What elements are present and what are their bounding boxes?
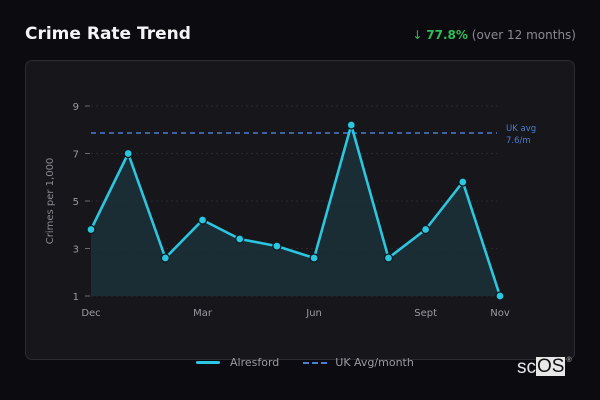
data-point[interactable] (309, 253, 319, 263)
data-point[interactable] (495, 291, 505, 301)
y-tick-label: 3 (73, 245, 79, 256)
x-tick-label: Sept (414, 308, 437, 319)
x-tick-label: Jun (305, 308, 322, 319)
data-point[interactable] (235, 234, 245, 244)
data-point[interactable] (420, 224, 431, 235)
uk-avg-annotation-line1: UK avg (506, 124, 536, 134)
x-tick-label: Nov (490, 308, 510, 319)
data-point[interactable] (197, 215, 208, 225)
registered-mark-icon: ® (566, 357, 572, 364)
scos-logo: sc OS ® (517, 356, 572, 378)
y-tick-label: 5 (73, 197, 79, 208)
series-line (89, 123, 502, 297)
legend-item-series[interactable]: Alresford (196, 356, 279, 369)
data-point[interactable] (86, 224, 96, 235)
down-arrow-icon: ↓ (412, 28, 423, 42)
data-point[interactable] (383, 253, 394, 263)
y-tick-label: 7 (73, 150, 79, 161)
solid-line-swatch-icon (196, 361, 220, 364)
legend-item-avg[interactable]: UK Avg/month (303, 356, 414, 369)
y-axis-label: Crimes per 1,000 (45, 158, 56, 245)
page-title: Crime Rate Trend (25, 24, 191, 44)
data-point[interactable] (458, 177, 468, 187)
data-point[interactable] (272, 241, 282, 251)
y-tick-label: 9 (73, 102, 79, 113)
change-value: 77.8% (426, 28, 468, 42)
data-point[interactable] (346, 120, 356, 130)
data-point[interactable] (123, 148, 133, 159)
series-area (91, 125, 500, 296)
dashed-line-swatch-icon (303, 361, 328, 364)
legend-label-series: Alresford (230, 356, 280, 369)
x-tick-label: Mar (193, 308, 213, 319)
data-point[interactable] (160, 253, 171, 263)
x-tick-label: Dec (81, 308, 100, 319)
legend-label-avg: UK Avg/month (335, 356, 414, 369)
change-indicator: ↓ 77.8% (over 12 months) (412, 28, 576, 42)
chart-legend: Alresford UK Avg/month (196, 356, 438, 369)
change-period: (over 12 months) (471, 28, 576, 42)
uk-avg-annotation-line2: 7.6/m (506, 136, 531, 146)
y-tick-label: 1 (73, 292, 79, 303)
